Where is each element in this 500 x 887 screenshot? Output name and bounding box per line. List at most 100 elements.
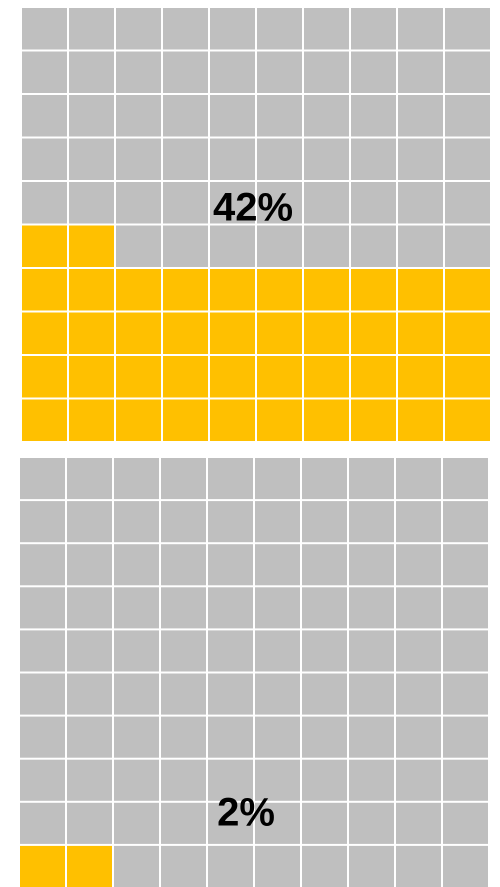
empty-cell (208, 587, 253, 629)
empty-cell (69, 51, 114, 93)
empty-cell (349, 716, 394, 758)
empty-cell (20, 458, 65, 500)
empty-cell (20, 544, 65, 586)
empty-cell (67, 544, 112, 586)
empty-cell (304, 182, 349, 224)
empty-cell (67, 716, 112, 758)
empty-cell (443, 544, 488, 586)
filled-cell (22, 225, 67, 267)
empty-cell (208, 630, 253, 672)
empty-cell (22, 182, 67, 224)
empty-cell (351, 138, 396, 180)
empty-cell (255, 458, 300, 500)
empty-cell (161, 759, 206, 801)
value-label: 42% (213, 186, 293, 230)
empty-cell (302, 759, 347, 801)
filled-cell (116, 356, 161, 398)
empty-cell (445, 225, 490, 267)
empty-cell (349, 759, 394, 801)
filled-cell (163, 269, 208, 311)
filled-cell (22, 399, 67, 441)
empty-cell (67, 802, 112, 844)
filled-cell (304, 312, 349, 354)
empty-cell (396, 759, 441, 801)
empty-cell (208, 759, 253, 801)
empty-cell (257, 95, 302, 137)
empty-cell (114, 716, 159, 758)
empty-cell (20, 587, 65, 629)
empty-cell (116, 138, 161, 180)
empty-cell (255, 501, 300, 543)
empty-cell (302, 673, 347, 715)
empty-cell (445, 8, 490, 50)
filled-cell (398, 312, 443, 354)
filled-cell (445, 399, 490, 441)
empty-cell (255, 716, 300, 758)
empty-cell (304, 51, 349, 93)
empty-cell (161, 716, 206, 758)
empty-cell (208, 544, 253, 586)
empty-cell (396, 501, 441, 543)
empty-cell (69, 138, 114, 180)
empty-cell (443, 673, 488, 715)
filled-cell (351, 269, 396, 311)
empty-cell (67, 587, 112, 629)
empty-cell (349, 458, 394, 500)
empty-cell (302, 802, 347, 844)
filled-cell (69, 312, 114, 354)
empty-cell (304, 138, 349, 180)
empty-cell (255, 587, 300, 629)
filled-cell (445, 269, 490, 311)
empty-cell (257, 225, 302, 267)
empty-cell (396, 544, 441, 586)
empty-cell (161, 587, 206, 629)
empty-cell (443, 630, 488, 672)
empty-cell (116, 51, 161, 93)
filled-cell (22, 269, 67, 311)
empty-cell (304, 225, 349, 267)
empty-cell (398, 182, 443, 224)
filled-cell (22, 312, 67, 354)
empty-cell (255, 630, 300, 672)
empty-cell (210, 51, 255, 93)
filled-cell (398, 356, 443, 398)
empty-cell (210, 95, 255, 137)
value-label: 2% (217, 791, 275, 835)
empty-cell (22, 138, 67, 180)
filled-cell (351, 356, 396, 398)
empty-cell (349, 630, 394, 672)
empty-cell (114, 673, 159, 715)
filled-cell (116, 269, 161, 311)
empty-cell (349, 845, 394, 887)
empty-cell (163, 138, 208, 180)
empty-cell (445, 138, 490, 180)
filled-cell (304, 356, 349, 398)
filled-cell (210, 399, 255, 441)
empty-cell (161, 544, 206, 586)
filled-cell (69, 399, 114, 441)
empty-cell (22, 8, 67, 50)
filled-cell (257, 312, 302, 354)
empty-cell (398, 138, 443, 180)
empty-cell (22, 95, 67, 137)
filled-cell (210, 356, 255, 398)
empty-cell (208, 716, 253, 758)
empty-cell (396, 458, 441, 500)
empty-cell (349, 587, 394, 629)
empty-cell (257, 8, 302, 50)
filled-cell (351, 312, 396, 354)
empty-cell (396, 673, 441, 715)
empty-cell (302, 630, 347, 672)
empty-cell (67, 501, 112, 543)
empty-cell (210, 138, 255, 180)
empty-cell (114, 845, 159, 887)
empty-cell (398, 8, 443, 50)
empty-cell (443, 458, 488, 500)
empty-cell (20, 501, 65, 543)
empty-cell (255, 802, 300, 844)
empty-cell (398, 95, 443, 137)
empty-cell (445, 182, 490, 224)
filled-cell (210, 312, 255, 354)
empty-cell (349, 673, 394, 715)
